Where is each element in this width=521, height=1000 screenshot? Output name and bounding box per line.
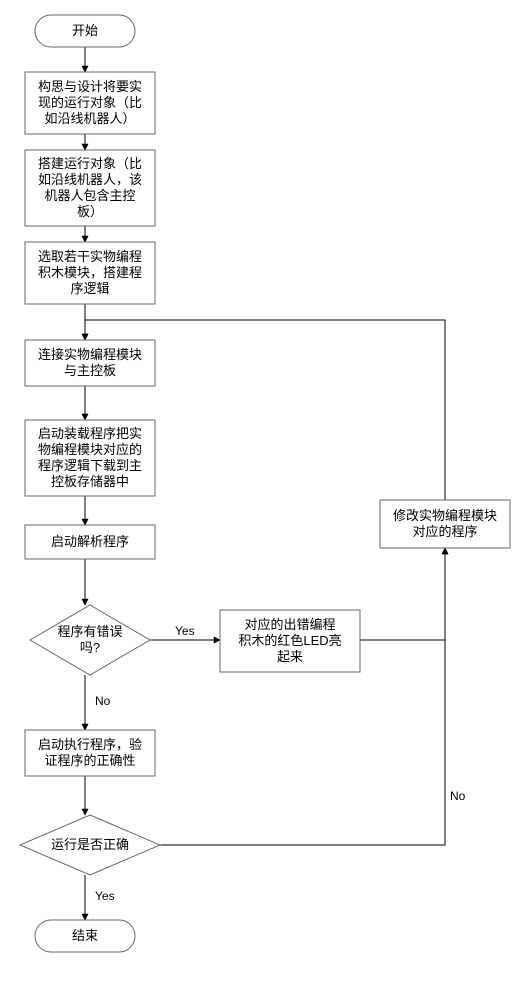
node-text: 对应的程序	[412, 524, 477, 539]
flowchart-canvas: Yes No Yes No 开始构思与设计将要实现的运行对象（比如沿线机器人） 搭建运行对…	[10, 10, 511, 970]
node-d1: 程序有错误吗?	[30, 605, 150, 675]
node-n1: 构思与设计将要实现的运行对象（比如沿线机器人）	[25, 72, 155, 134]
node-text: 搭建运行对象（比	[38, 156, 142, 171]
node-text: 序逻辑	[70, 281, 109, 296]
node-text: 如沿线机器人，该	[38, 172, 142, 187]
node-text: 开始	[72, 23, 98, 38]
edge	[360, 548, 445, 640]
node-text: 现的运行对象（比	[38, 95, 142, 110]
node-text: 积木的红色LED亮	[238, 633, 341, 648]
node-text: 结束	[72, 928, 98, 943]
node-text: 程序有错误	[57, 624, 122, 639]
edge-label: No	[450, 789, 466, 803]
node-n4: 连接实物编程模块与主控板	[25, 340, 155, 386]
edge-label: Yes	[95, 889, 115, 903]
node-n9: 启动执行程序，验证程序的正确性	[25, 730, 155, 776]
node-text: 启动执行程序，验	[38, 737, 142, 752]
node-text: 程序逻辑下载到主	[38, 458, 142, 473]
node-n5: 启动装载程序把实物编程模块对应的程序逻辑下载到主控板存储器中	[25, 420, 155, 496]
node-n8: 修改实物编程模块对应的程序	[380, 500, 510, 548]
node-text: 修改实物编程模块	[393, 508, 497, 523]
node-n2: 搭建运行对象（比如沿线机器人，该机器人包含主控板）	[25, 150, 155, 226]
edge-label: No	[95, 694, 111, 708]
node-text: 选取若干实物编程	[38, 249, 142, 264]
node-d2: 运行是否正确	[20, 815, 160, 875]
node-text: 证程序的正确性	[44, 753, 135, 768]
node-text: 构思与设计将要实	[38, 79, 142, 94]
node-n7: 对应的出错编程积木的红色LED亮起来	[220, 610, 360, 672]
node-text: 运行是否正确	[51, 837, 129, 852]
node-text: 对应的出错编程	[244, 617, 335, 632]
node-text: 控板存储器中	[51, 474, 129, 489]
node-text: 连接实物编程模块	[38, 347, 142, 362]
node-text: 启动装载程序把实	[38, 426, 142, 441]
node-n3: 选取若干实物编程积木模块，搭建程序逻辑	[25, 242, 155, 304]
edge	[160, 548, 445, 845]
node-text: 启动解析程序	[51, 534, 129, 549]
edge-label: Yes	[175, 624, 195, 638]
node-end: 结束	[35, 920, 135, 952]
node-text: 与主控板	[64, 363, 116, 378]
node-text: 板）	[77, 204, 103, 219]
node-text: 机器人包含主控	[44, 188, 135, 203]
node-text: 积木模块，搭建程	[38, 265, 142, 280]
node-start: 开始	[35, 15, 135, 47]
node-text: 物编程模块对应的	[38, 442, 142, 457]
node-n6: 启动解析程序	[25, 525, 155, 559]
node-text: 起来	[277, 649, 303, 664]
node-text: 吗?	[80, 640, 100, 655]
node-text: 如沿线机器人）	[44, 111, 135, 126]
